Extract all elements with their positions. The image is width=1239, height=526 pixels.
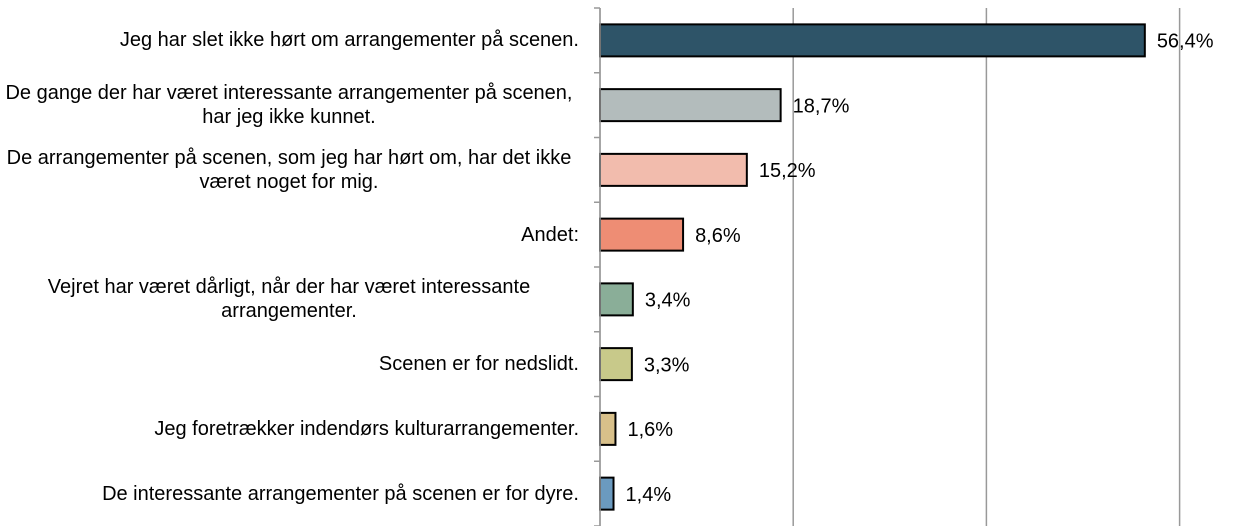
category-label: De arrangementer på scenen, som jeg har … [6,146,572,193]
bar [599,476,615,511]
value-label: 15,2% [759,160,816,182]
category-label-box: Scenen er for nedslidt. [0,332,579,396]
category-label-box: Jeg har slet ikke hørt om arrangementer … [0,8,579,72]
bar [599,23,1146,58]
bar [599,152,748,187]
category-label: Jeg har slet ikke hørt om arrangementer … [119,29,579,52]
value-label: 3,3% [644,354,690,376]
category-label: De interessante arrangementer på scenen … [102,482,579,505]
category-label: Vejret har været dårligt, når der har væ… [47,276,531,323]
category-label-box: De arrangementer på scenen, som jeg har … [0,138,579,202]
value-label: 1,4% [626,484,672,506]
category-label-box: Vejret har været dårligt, når der har væ… [0,267,579,331]
value-label: 56,4% [1157,31,1214,53]
category-label: Scenen er for nedslidt. [378,353,579,376]
value-label: 1,6% [627,419,673,441]
category-label-box: De interessante arrangementer på scenen … [0,462,579,526]
bar [599,347,633,382]
value-label: 8,6% [695,225,741,247]
category-label: Andet: [521,223,579,246]
bar [599,217,685,252]
value-label: 18,7% [793,95,850,117]
category-label-box: Andet: [0,203,579,267]
bar [599,88,782,123]
category-label-box: Jeg foretrækker indendørs kulturarrangem… [0,397,579,461]
value-label: 3,4% [645,290,691,312]
bar [599,282,634,317]
category-label: De gange der har været interessante arra… [5,82,573,129]
category-label-box: De gange der har været interessante arra… [0,73,579,137]
bar [599,411,617,446]
category-label: Jeg foretrækker indendørs kulturarrangem… [154,417,579,440]
